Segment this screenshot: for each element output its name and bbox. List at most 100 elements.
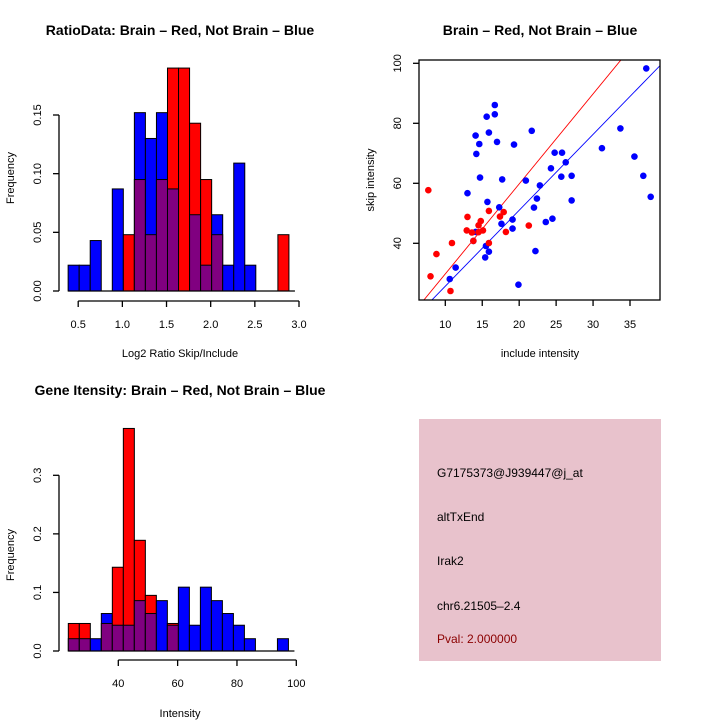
gene-hist-bars [67, 427, 289, 652]
scatter-point-not-brain [547, 165, 555, 172]
ratio-hist-bar-brain [277, 234, 290, 292]
ratio-hist-y-tick-label: 0.10 [32, 163, 44, 184]
scatter-x-tick-label: 30 [587, 319, 599, 331]
scatter-point-not-brain [562, 159, 570, 166]
gene-hist-ylabel: Frequency [5, 529, 17, 581]
scatter-point-brain [425, 186, 432, 194]
gene-hist-bar-not-brain [89, 638, 102, 652]
gene-hist-bar-overlap [144, 613, 157, 652]
ratio-hist-x-tick-label: 1.0 [115, 319, 130, 331]
ratio-hist-x-tick-label: 3.0 [291, 319, 306, 331]
ratio-hist-bars [67, 67, 290, 292]
scatter-point-not-brain [558, 149, 566, 156]
gene-name-text: Irak2 [437, 554, 464, 568]
gene-hist-y-tick-label: 0.0 [32, 643, 44, 658]
scatter-point-not-brain [549, 215, 556, 222]
scatter-ylabel: skip intensity [365, 148, 377, 211]
ratio-hist-bar-overlap [155, 179, 168, 292]
scatter-point-brain [433, 250, 440, 258]
scatter-point-brain [470, 237, 477, 245]
ratio-hist-y-tick-label: 0.05 [32, 222, 44, 243]
scatter-point-not-brain [509, 225, 516, 232]
event-type-text: altTxEnd [437, 510, 484, 524]
scatter-point-brain [447, 287, 454, 295]
scatter-point-not-brain [495, 204, 503, 211]
scatter-x-tick-label: 10 [439, 319, 451, 331]
info-panel-background [419, 419, 661, 661]
ratio-hist-x-tick-label: 2.5 [247, 319, 262, 331]
gene-hist-bar-not-brain [210, 600, 223, 652]
scatter-plot-box [418, 59, 661, 301]
scatter-point-brain [500, 208, 507, 216]
scatter-x-tick-label: 20 [513, 319, 525, 331]
scatter-points [425, 65, 654, 295]
gene-hist-y-tick-label: 0.3 [32, 468, 44, 483]
ratio-hist-bar-not-brain [244, 264, 257, 292]
scatter-point-not-brain [473, 150, 480, 158]
gene-hist-bar-not-brain [177, 586, 190, 652]
scatter-point-brain [485, 239, 493, 247]
scatter-point-not-brain [557, 173, 565, 180]
gene-hist-bar-not-brain [232, 624, 245, 652]
ratio-hist-x-tick-label: 1.5 [159, 319, 174, 331]
scatter-x-tick-label: 25 [550, 319, 562, 331]
scatter-title: Brain – Red, Not Brain – Blue [443, 22, 638, 38]
scatter-xlabel: include intensity [501, 348, 580, 360]
location-text: chr6.21505–2.4 [437, 599, 521, 613]
scatter-point-not-brain [536, 182, 544, 189]
scatter-point-not-brain [647, 193, 654, 201]
scatter-point-not-brain [598, 144, 606, 152]
scatter-point-not-brain [533, 195, 541, 202]
ratio-hist-y-tick-label: 0.15 [32, 104, 44, 125]
gene-hist-bar-not-brain [243, 638, 256, 652]
gene-hist-bar-overlap [122, 624, 135, 652]
gene-hist-title: Gene Itensity: Brain – Red, Not Brain – … [35, 382, 326, 398]
scatter-point-not-brain [642, 65, 650, 72]
ratio-hist-bar-not-brain [78, 264, 91, 292]
scatter-point-not-brain [551, 149, 558, 156]
scatter-point-not-brain [515, 281, 522, 289]
probe-id-text: G7175373@J939447@j_at [437, 466, 583, 480]
scatter-y-tick-label: 40 [392, 237, 404, 249]
scatter-point-brain [464, 213, 471, 221]
gene-hist-bar-not-brain [221, 613, 234, 652]
gene-hist-bar-overlap [100, 622, 113, 652]
ratio-hist-bar-overlap [133, 179, 146, 292]
scatter-x-tick-label: 15 [476, 319, 488, 331]
gene-hist-x-tick-label: 40 [112, 678, 124, 690]
scatter-point-not-brain [483, 113, 490, 120]
scatter-point-not-brain [530, 204, 538, 211]
scatter-point-not-brain [498, 176, 506, 183]
scatter-point-not-brain [522, 177, 530, 184]
ratio-hist-bar-overlap [200, 264, 213, 292]
gene-hist-bar-not-brain [188, 624, 201, 652]
scatter-point-not-brain [631, 153, 638, 160]
ratio-hist-bar-not-brain [111, 188, 124, 292]
ratio-hist-bar-not-brain [89, 240, 102, 292]
gene-hist-bar-not-brain [199, 586, 212, 652]
scatter-axes: 10 15 20 25 30 35 40 60 80 100 [392, 54, 661, 331]
scatter-point-brain [475, 228, 482, 236]
scatter-point-not-brain [491, 111, 499, 118]
ratio-hist-bar-not-brain [233, 162, 246, 292]
gene-hist-bar-overlap [166, 624, 179, 652]
gene-hist-y-tick-label: 0.1 [32, 585, 44, 600]
scatter-point-brain [502, 228, 510, 236]
scatter-point-not-brain [510, 141, 518, 148]
scatter-fit-lines [423, 60, 660, 300]
scatter-point-not-brain [491, 101, 499, 109]
gene-hist-axes: 40 60 80 100 0.0 0.1 0.2 0.3 [32, 468, 305, 690]
info-panel: G7175373@J939447@j_at altTxEnd Irak2 chr… [419, 419, 661, 661]
scatter-point-not-brain [532, 247, 539, 255]
scatter-point-not-brain [485, 248, 493, 255]
scatter-point-brain [485, 207, 493, 215]
ratio-hist-bar-overlap [189, 214, 202, 292]
gene-hist-x-tick-label: 100 [287, 678, 305, 690]
scatter-x-tick-label: 35 [624, 319, 636, 331]
scatter-point-brain [463, 227, 471, 234]
gene-hist-xlabel: Intensity [160, 708, 201, 720]
scatter-point-brain [427, 273, 434, 280]
gene-hist-bar-overlap [133, 600, 146, 652]
scatter-point-not-brain [452, 264, 459, 271]
